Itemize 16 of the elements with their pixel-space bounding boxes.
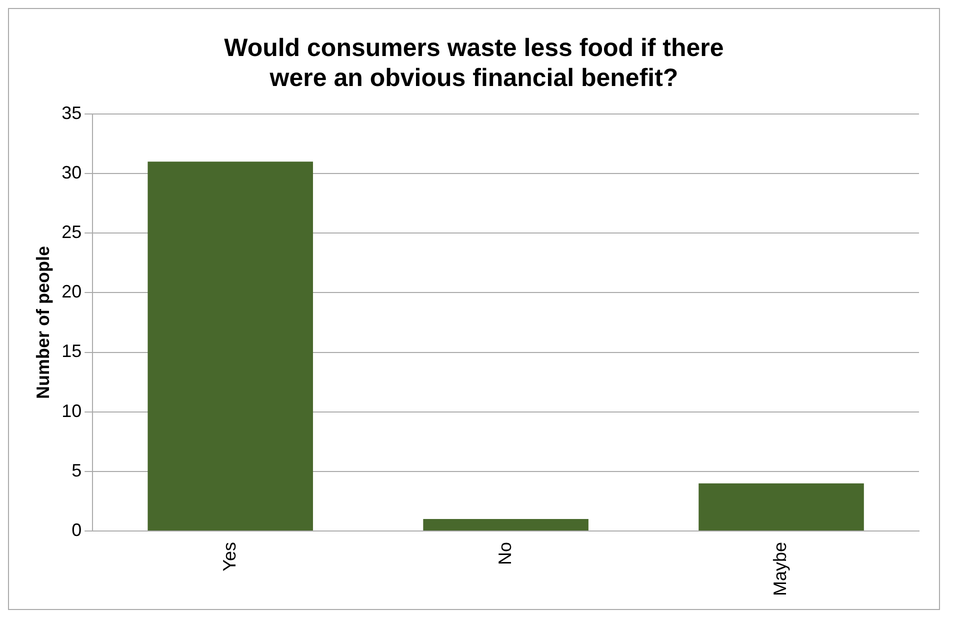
y-tick-label: 10 [62, 400, 82, 421]
chart-title: Would consumers waste less food if there were an obvious financial benefit? [224, 34, 724, 92]
y-tick-label: 0 [72, 520, 82, 540]
x-tick-label: No [494, 542, 515, 565]
y-tick-label: 35 [62, 102, 82, 123]
y-tick-label: 30 [62, 162, 82, 183]
x-tick-label: Maybe [770, 542, 790, 596]
y-tick-label: 15 [62, 341, 82, 362]
bar [423, 519, 588, 530]
y-axis-title: Number of people [32, 246, 53, 399]
x-tick-label: Yes [219, 542, 240, 572]
y-tick-label: 20 [62, 282, 82, 302]
bar [148, 162, 313, 530]
bar [698, 483, 864, 530]
y-tick-label: 5 [72, 460, 82, 480]
y-tick-label: 25 [62, 222, 82, 242]
